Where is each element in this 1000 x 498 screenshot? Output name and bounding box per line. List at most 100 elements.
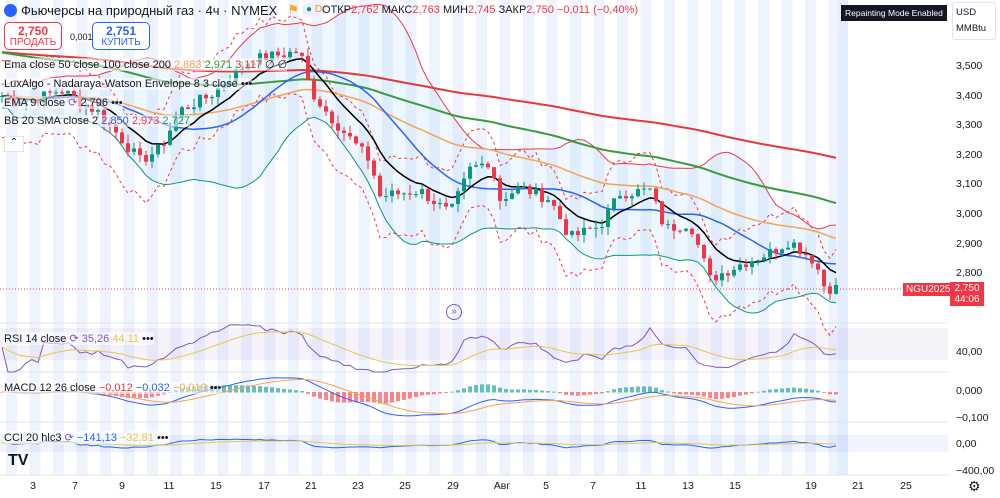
candle [642, 188, 646, 190]
session-stripe [758, 0, 769, 475]
candle [306, 55, 310, 81]
macd-histogram-bar [576, 392, 580, 396]
go-to-realtime-icon[interactable]: » [446, 304, 462, 320]
macd-histogram-bar [480, 384, 484, 393]
macd-histogram-bar [516, 389, 520, 393]
price-tick: 2,800 [956, 267, 983, 280]
macd-axis-label: −0,100 [956, 412, 989, 424]
ema9-legend[interactable]: EMA 9 close ⟳ 2,796 ••• [4, 96, 123, 109]
time-tick: 5 [543, 480, 549, 492]
macd-histogram-bar [660, 390, 664, 393]
buy-button[interactable]: 2,751 КУПИТЬ [92, 22, 150, 50]
candle [48, 91, 52, 93]
time-tick: 15 [729, 480, 741, 492]
candle [684, 228, 688, 231]
rsi-ma [1, 331, 837, 367]
candle [720, 273, 724, 281]
candle [426, 189, 430, 201]
session-stripe [29, 0, 41, 475]
candle [612, 198, 616, 210]
symbol-tag: NGU2025 [903, 283, 954, 296]
unit: MMBtu [956, 23, 987, 34]
time-tick: 23 [352, 480, 364, 492]
currency: USD [956, 7, 977, 18]
refresh-icon: ⟳ [64, 432, 74, 444]
candle [366, 146, 370, 161]
time-tick: Авг [493, 480, 511, 492]
rsi-legend[interactable]: RSI 14 close ⟳ 35,26 44,11 ••• [4, 332, 154, 345]
macd-legend[interactable]: MACD 12 26 close −0,012 −0,032 −0,019 ••… [4, 382, 222, 394]
candle [576, 231, 580, 236]
tradingview-logo[interactable]: TV [8, 452, 29, 469]
macd-histogram-bar [336, 392, 340, 403]
session-stripe [217, 0, 229, 475]
ema-legend[interactable]: Ema close 50 close 100 close 200 2,883 2… [4, 58, 288, 71]
settings-gear-icon[interactable]: ⚙ [968, 478, 981, 494]
candle [150, 154, 154, 162]
candle [336, 123, 340, 131]
macd-histogram-bar [708, 392, 712, 399]
macd-histogram-bar [150, 392, 154, 398]
candle [582, 227, 586, 236]
unit-selector[interactable]: USD MMBtu [952, 2, 996, 40]
candle [708, 258, 712, 276]
bb-legend[interactable]: BB 20 SMA close 2 2,850 2,973 2,727 [4, 115, 190, 127]
candle [492, 167, 496, 179]
session-stripe [170, 0, 182, 475]
candle [558, 205, 562, 220]
macd-histogram-bar [252, 386, 256, 393]
macd-histogram-bar [228, 385, 232, 393]
macd-histogram-bar [492, 385, 496, 393]
candle [768, 249, 772, 258]
collapse-legend-button[interactable]: ⌃ [4, 136, 24, 152]
flag-icon[interactable]: ⚑ [287, 2, 300, 17]
candle [276, 51, 280, 56]
candle [528, 186, 532, 195]
macd-histogram-bar [786, 388, 790, 393]
macd-histogram-bar [354, 392, 358, 403]
macd-histogram-bar [378, 392, 382, 404]
candle [378, 175, 382, 197]
rsi-line [1, 324, 837, 373]
sell-button[interactable]: 2,750 ПРОДАТЬ [4, 22, 62, 50]
macd-histogram-bar [456, 390, 460, 393]
session-stripe [100, 0, 111, 475]
candle [126, 143, 130, 152]
macd-histogram-bar [630, 387, 634, 393]
candle [138, 148, 142, 156]
candle [72, 91, 76, 97]
macd-histogram-bar [288, 389, 292, 393]
macd-histogram-bar [120, 392, 124, 398]
price-tick: 3,100 [956, 178, 983, 191]
cci-legend[interactable]: CCI 20 hlc3 ⟳ −141,13 −32,81 ••• [4, 431, 169, 444]
time-tick: 11 [635, 480, 647, 492]
macd-histogram-bar [762, 390, 766, 393]
macd-histogram-bar [696, 392, 700, 396]
session-stripe [640, 0, 652, 475]
macd-histogram-bar [222, 385, 226, 393]
macd-histogram-bar [246, 385, 250, 393]
macd-histogram-bar [732, 392, 736, 398]
candle [516, 186, 520, 194]
market-status-badge[interactable]: ● D [302, 3, 327, 16]
candle [414, 194, 418, 196]
session-stripe [6, 0, 17, 475]
macd-histogram-bar [324, 392, 328, 401]
candle [432, 200, 436, 205]
candle [750, 261, 754, 268]
macd-histogram-bar [426, 392, 430, 395]
candle [792, 242, 796, 248]
macd-histogram-bar [690, 392, 694, 395]
macd-histogram-bar [714, 392, 718, 400]
nadaraya-legend[interactable]: LuxAlgo - Nadaraya-Watson Envelope 8 3 c… [4, 78, 253, 90]
candle [624, 196, 628, 199]
session-stripe [523, 0, 534, 475]
symbol-title[interactable]: Фьючерсы на природный газ · 4ч · NYMEX ⚑ [4, 2, 299, 18]
time-tick: 29 [447, 480, 459, 492]
session-stripe [546, 0, 558, 475]
candle [450, 204, 454, 207]
macd-histogram-bar [582, 392, 586, 396]
time-tick: 21 [852, 480, 864, 492]
macd-histogram-bar [834, 392, 838, 395]
